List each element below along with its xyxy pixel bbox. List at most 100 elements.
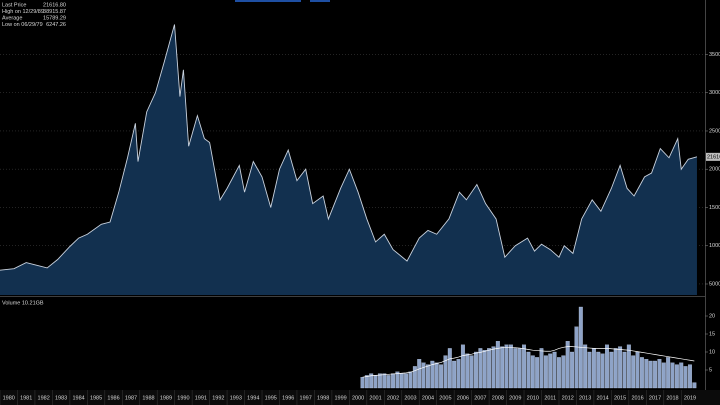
y-tick-label: 10000: [709, 243, 720, 249]
volume-bar: [587, 351, 592, 389]
y-tick-label: 35000: [709, 52, 720, 58]
volume-bar: [377, 373, 382, 389]
volume-bar: [618, 346, 623, 389]
volume-bar: [535, 357, 540, 389]
volume-bar: [565, 341, 570, 389]
x-tick-label: 2011: [544, 395, 556, 401]
volume-bar: [465, 353, 470, 389]
x-tick-label: 1980: [3, 395, 15, 401]
x-tick-label: 1994: [247, 395, 259, 401]
y-tick-label: 15000: [709, 205, 720, 211]
volume-bar: [382, 373, 387, 389]
y-tick-label: 30000: [709, 90, 720, 96]
x-axis-band: [0, 390, 720, 405]
volume-bar: [421, 362, 426, 389]
volume-bar: [622, 351, 627, 389]
x-tick-label: 2004: [422, 395, 434, 401]
volume-bar: [491, 346, 496, 389]
volume-average: [362, 346, 695, 378]
volume-bar: [474, 351, 478, 389]
volume-bar: [605, 344, 609, 389]
volume-bar: [404, 373, 409, 389]
x-tick-label: 1985: [90, 395, 102, 401]
y-tick-label: 25000: [709, 128, 720, 134]
volume-bar: [456, 359, 461, 389]
x-tick-label: 1988: [142, 395, 154, 401]
volume-bar: [508, 344, 513, 389]
volume-bar: [447, 348, 452, 389]
x-tick-label: 1997: [300, 395, 312, 401]
volume-bar: [609, 351, 614, 389]
x-tick-label: 2007: [474, 395, 486, 401]
volume-bar: [500, 346, 505, 389]
volume-bar: [504, 344, 509, 389]
x-tick-label: 2000: [352, 395, 364, 401]
volume-bar: [522, 344, 526, 389]
x-tick-label: 2014: [597, 395, 609, 401]
x-tick-label: 2006: [457, 395, 469, 401]
x-tick-label: 2008: [492, 395, 504, 401]
x-tick-label: 2003: [404, 395, 416, 401]
volume-bar: [543, 355, 548, 389]
x-tick-label: 2019: [684, 395, 696, 401]
x-tick-label: 1993: [230, 395, 242, 401]
tab[interactable]: [310, 0, 330, 2]
volume-bar: [386, 375, 391, 389]
volume-bar: [557, 357, 561, 389]
y-tick-label: 15: [709, 331, 715, 337]
x-tick-label: 1992: [212, 395, 224, 401]
tab[interactable]: [235, 0, 301, 2]
volume-bar: [487, 348, 492, 389]
volume-bar: [513, 348, 518, 389]
volume-bar: [478, 348, 483, 389]
x-tick-label: 1981: [20, 395, 32, 401]
x-tick-label: 2016: [631, 395, 643, 401]
x-tick-label: 2017: [649, 395, 661, 401]
x-tick-label: 1983: [55, 395, 67, 401]
volume-bar: [657, 359, 662, 389]
x-tick-label: 1982: [38, 395, 50, 401]
x-tick-label: 2012: [562, 395, 574, 401]
volume-bar: [666, 357, 671, 389]
volume-bar: [408, 371, 413, 389]
x-tick-label: 2010: [527, 395, 539, 401]
volume-bar: [639, 357, 644, 389]
volume-bar: [644, 359, 649, 389]
x-tick-label: 2002: [387, 395, 399, 401]
x-tick-label: 1999: [334, 395, 346, 401]
last-price-label: 21616.80: [707, 154, 720, 160]
stat-label: Average: [2, 15, 22, 21]
x-tick-label: 1995: [265, 395, 277, 401]
volume-bar: [495, 341, 500, 389]
volume-bar: [674, 364, 679, 389]
volume-bar: [600, 353, 605, 389]
volume-bar: [574, 326, 579, 389]
x-tick-label: 2005: [439, 395, 451, 401]
volume-bar: [530, 355, 535, 389]
volume-title: Volume 10.21GB: [2, 300, 44, 306]
volume-bar: [395, 371, 400, 389]
volume-bar: [469, 355, 474, 389]
volume-bar: [591, 348, 596, 389]
price-line: [0, 24, 698, 271]
x-tick-label: 2001: [369, 395, 381, 401]
volume-bar: [430, 360, 435, 389]
x-tick-label: 1996: [282, 395, 294, 401]
volume-bar: [688, 364, 692, 389]
volume-bar: [583, 344, 588, 389]
stat-value: 21616.80: [43, 2, 66, 8]
volume-bar: [570, 351, 575, 389]
volume-bar: [661, 362, 666, 389]
volume-bar: [482, 350, 487, 389]
volume-bar: [613, 348, 618, 389]
x-tick-label: 1990: [177, 395, 189, 401]
volume-bar: [648, 360, 653, 389]
x-tick-label: 1991: [195, 395, 207, 401]
x-tick-label: 1989: [160, 395, 172, 401]
volume-bar: [426, 364, 430, 389]
volume-bar: [679, 362, 684, 389]
volume-bar: [626, 344, 631, 389]
x-tick-label: 1998: [317, 395, 329, 401]
volume-bar: [391, 373, 395, 389]
